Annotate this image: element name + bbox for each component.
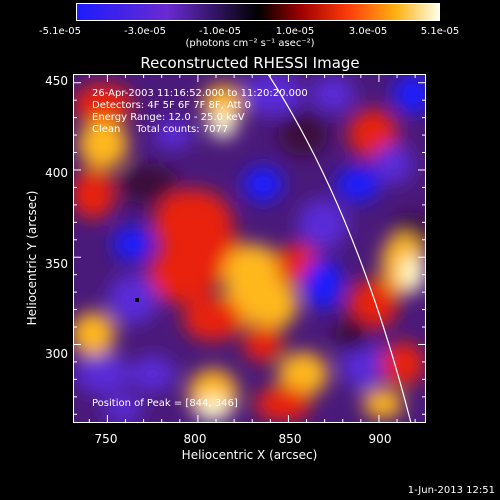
y-tick-label: 450 (45, 74, 68, 88)
heatmap-blob (209, 110, 237, 138)
heatmap-blob (335, 316, 371, 352)
colorbar-tick: 3.0e-05 (348, 26, 388, 37)
heatmap-blob (298, 199, 348, 249)
y-tick-label: 400 (45, 166, 68, 180)
plot-frame (73, 74, 426, 423)
heatmap-blob (103, 395, 143, 423)
total-counts-label: Clean Total counts: 7077 (92, 124, 229, 135)
minimum-marker (135, 298, 139, 302)
heatmap-blob (278, 352, 328, 396)
x-tick-label: 900 (368, 432, 392, 446)
heatmap-blob (243, 326, 283, 362)
heatmap-blob (311, 76, 355, 112)
heatmap-blob (73, 169, 115, 219)
heatmap-blob (131, 356, 175, 392)
heatmap-blob (401, 256, 425, 292)
heatmap-blob (393, 74, 426, 114)
detectors-label: Detectors: 4F 5F 6F 7F 8F, Att 0 (92, 100, 252, 111)
heatmap-blob (255, 386, 311, 422)
y-axis-label: Heliocentric Y (arcsec) (25, 190, 39, 326)
colorbar-tick: -1.0e-05 (199, 26, 241, 37)
colorbar-tick: 1.0e-05 (275, 26, 315, 37)
colorbar-tick: 5.1e-05 (420, 26, 460, 37)
heatmap-blob (113, 226, 153, 262)
heatmap-blob (195, 397, 231, 421)
colorbar (76, 3, 440, 21)
heatmap-blob (381, 342, 425, 386)
timestamp-footer: 1-Jun-2013 12:51 (407, 485, 495, 496)
heatmap-blob (73, 312, 115, 356)
heatmap-blob (73, 84, 133, 124)
heatmap-blob (243, 166, 283, 202)
x-tick-label: 750 (94, 432, 118, 446)
peak-position-label: Position of Peak = [844, 346] (92, 398, 238, 409)
heatmap-blob (348, 279, 398, 329)
heatmap-blob (363, 389, 403, 419)
y-tick-label: 350 (45, 257, 68, 271)
plot-area (73, 74, 426, 423)
colorbar-tick: -3.0e-05 (124, 26, 166, 37)
heatmap-blob (118, 164, 178, 204)
heatmap-blob (153, 119, 193, 149)
heatmap-blob (248, 279, 298, 329)
heatmap-blob (78, 119, 128, 169)
x-tick-label: 850 (278, 432, 302, 446)
x-tick-label: 800 (183, 432, 207, 446)
energy-range-label: Energy Range: 12.0 - 25.0 keV (92, 112, 245, 123)
heatmap-blob (336, 166, 380, 202)
chart-title: Reconstructed RHESSI Image (140, 54, 360, 72)
colorbar-unit: (photons cm⁻² s⁻¹ asec⁻²) (185, 38, 315, 49)
time-range-label: 26-Apr-2003 11:16:52.000 to 11:20:20.000 (92, 88, 308, 99)
heatmap-blob (108, 274, 158, 324)
heatmap-blob (75, 354, 131, 394)
colorbar-tick: -5.1e-05 (39, 26, 81, 37)
heatmap-blob (203, 84, 243, 124)
solar-limb-line (267, 74, 412, 423)
x-axis-label: Heliocentric X (arcsec) (181, 448, 318, 462)
y-tick-label: 300 (45, 347, 68, 361)
heatmap-blob (183, 297, 243, 341)
heatmap-blob (373, 144, 413, 184)
heatmap-blob (303, 259, 343, 309)
